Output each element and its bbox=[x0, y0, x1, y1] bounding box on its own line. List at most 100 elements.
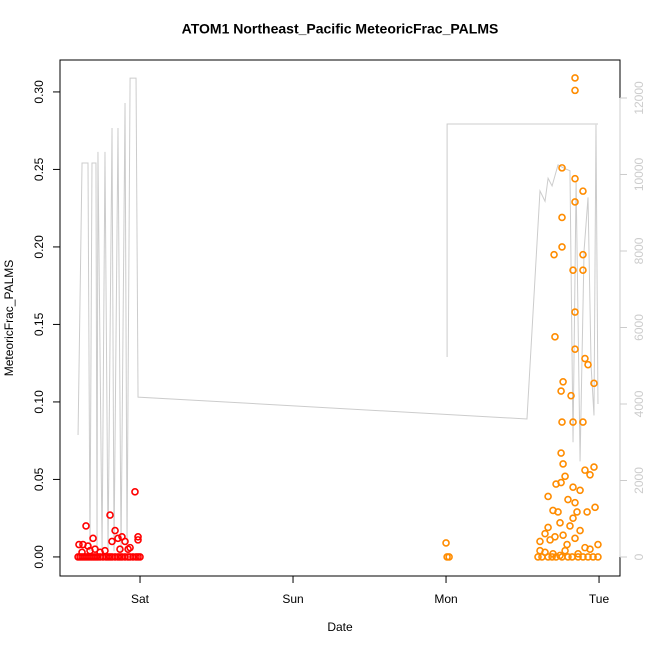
data-point bbox=[566, 522, 574, 530]
data-point bbox=[581, 354, 589, 363]
data-point bbox=[564, 495, 572, 504]
data-point bbox=[571, 198, 579, 206]
x-axis-label: Date bbox=[327, 620, 353, 634]
data-point bbox=[581, 466, 589, 474]
data-point bbox=[571, 308, 579, 316]
data-point bbox=[111, 553, 119, 561]
data-point bbox=[551, 333, 559, 341]
data-point bbox=[108, 537, 116, 546]
data-point bbox=[89, 534, 97, 543]
y2-tick-label: 8000 bbox=[632, 237, 646, 264]
y-axis-label: MeteoricFrac_PALMS bbox=[2, 260, 16, 376]
data-point bbox=[559, 377, 567, 386]
y-tick-label: 0.30 bbox=[32, 80, 46, 104]
data-point bbox=[548, 553, 556, 561]
data-point bbox=[556, 519, 564, 527]
data-point bbox=[75, 540, 83, 549]
data-point bbox=[544, 553, 552, 561]
data-point bbox=[111, 526, 119, 535]
y-tick-label: 0.15 bbox=[32, 312, 46, 336]
data-point bbox=[574, 553, 582, 561]
data-point bbox=[576, 486, 584, 495]
data-point bbox=[594, 553, 602, 561]
data-point bbox=[116, 545, 124, 553]
data-point bbox=[554, 508, 562, 516]
data-point bbox=[121, 537, 129, 546]
data-point bbox=[544, 492, 552, 501]
y-tick-label: 0.10 bbox=[32, 390, 46, 414]
data-point bbox=[571, 174, 579, 183]
data-point bbox=[558, 213, 566, 222]
data-point bbox=[544, 523, 552, 532]
data-point bbox=[561, 546, 569, 555]
x-tick-label: Tue bbox=[589, 592, 610, 606]
data-point bbox=[558, 164, 566, 172]
data-point bbox=[583, 508, 591, 516]
y2-tick-label: 4000 bbox=[632, 390, 646, 417]
y2-tick-label: 6000 bbox=[632, 314, 646, 341]
y-tick-label: 0.20 bbox=[32, 235, 46, 259]
y-tick-label: 0.25 bbox=[32, 157, 46, 181]
data-point bbox=[589, 553, 597, 561]
data-point bbox=[571, 534, 579, 543]
data-point bbox=[557, 478, 565, 487]
data-point bbox=[576, 526, 584, 535]
data-point bbox=[442, 539, 450, 547]
data-point bbox=[569, 418, 577, 426]
chart-title: ATOM1 Northeast_Pacific MeteoricFrac_PAL… bbox=[182, 21, 499, 37]
data-point bbox=[584, 360, 592, 369]
data-point bbox=[129, 553, 137, 561]
data-point bbox=[82, 522, 90, 530]
data-point bbox=[126, 543, 134, 552]
data-point bbox=[579, 250, 587, 259]
data-point bbox=[121, 553, 129, 561]
data-point bbox=[131, 488, 139, 496]
data-point bbox=[106, 511, 114, 519]
data-point bbox=[567, 391, 575, 400]
data-point bbox=[536, 537, 544, 546]
data-point bbox=[550, 250, 558, 259]
data-point bbox=[590, 379, 598, 388]
data-point bbox=[558, 418, 566, 426]
data-point bbox=[78, 548, 86, 557]
data-point bbox=[573, 508, 581, 516]
data-point bbox=[546, 536, 554, 544]
x-tick-label: Sun bbox=[282, 592, 303, 606]
data-point bbox=[541, 529, 549, 538]
data-point bbox=[558, 243, 566, 251]
data-point bbox=[586, 545, 594, 553]
data-point bbox=[579, 266, 587, 274]
data-point bbox=[445, 553, 453, 561]
y-tick-label: 0.00 bbox=[32, 545, 46, 569]
data-point bbox=[571, 74, 579, 82]
data-point bbox=[86, 546, 94, 555]
y2-tick-label: 0 bbox=[632, 553, 646, 560]
data-point bbox=[557, 387, 565, 395]
y2-tick-label: 10000 bbox=[632, 157, 646, 191]
data-point bbox=[569, 514, 577, 522]
data-point bbox=[564, 553, 572, 561]
data-point bbox=[571, 345, 579, 354]
data-point bbox=[569, 483, 577, 491]
y-tick-label: 0.05 bbox=[32, 467, 46, 491]
data-point bbox=[571, 86, 579, 95]
data-point bbox=[561, 472, 569, 481]
data-point bbox=[579, 418, 587, 426]
data-point bbox=[134, 532, 142, 541]
data-point bbox=[559, 460, 567, 468]
data-point bbox=[586, 470, 594, 479]
y2-tick-label: 12000 bbox=[632, 81, 646, 115]
x-tick-label: Sat bbox=[131, 592, 150, 606]
data-point bbox=[579, 187, 587, 195]
data-point bbox=[114, 534, 122, 543]
data-point bbox=[534, 553, 542, 561]
data-point bbox=[136, 553, 144, 561]
data-point bbox=[559, 531, 567, 540]
data-point bbox=[594, 540, 602, 549]
data-point bbox=[584, 553, 592, 561]
x-tick-label: Mon bbox=[434, 592, 457, 606]
data-point bbox=[579, 553, 587, 561]
data-point bbox=[557, 449, 565, 457]
data-point bbox=[591, 503, 599, 512]
